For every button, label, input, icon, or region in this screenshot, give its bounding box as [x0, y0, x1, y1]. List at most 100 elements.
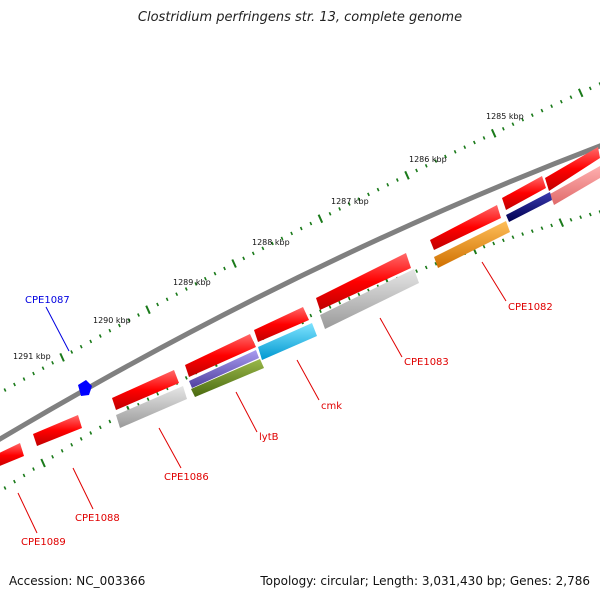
leader-cpe1082	[481, 261, 507, 302]
minor-tick	[347, 296, 351, 301]
minor-tick	[184, 287, 188, 291]
kbp-label-1286: 1286 kbp	[409, 155, 447, 164]
minor-tick	[338, 207, 342, 211]
gene-feature[interactable]	[0, 443, 24, 468]
major-tick	[558, 218, 565, 228]
minor-tick	[540, 108, 544, 113]
gene-label-cpe1082[interactable]: CPE1082	[508, 302, 553, 313]
minor-tick	[492, 241, 496, 246]
label-leaders	[17, 261, 507, 534]
minor-tick	[89, 431, 93, 435]
minor-tick	[472, 140, 476, 145]
minor-tick	[271, 241, 274, 246]
genome-summary-text: Topology: circular; Length: 3,031,430 bp…	[260, 574, 590, 588]
minor-tick	[146, 397, 150, 402]
minor-tick	[559, 99, 563, 104]
minor-tick	[579, 215, 583, 220]
minor-tick	[424, 265, 428, 270]
minor-tick	[319, 309, 322, 314]
minor-tick	[569, 217, 573, 222]
minor-tick	[530, 229, 534, 233]
gene-feature[interactable]	[316, 253, 411, 310]
minor-tick	[521, 232, 525, 236]
minor-tick	[213, 271, 217, 276]
gene-label-cpe1088[interactable]: CPE1088	[75, 513, 120, 524]
minor-tick	[415, 269, 419, 273]
kbp-label-1289: 1289 kbp	[173, 278, 211, 287]
gene-label-cpe1089[interactable]: CPE1089	[21, 537, 66, 548]
minor-tick	[165, 297, 169, 302]
gene-feature[interactable]	[258, 323, 317, 360]
major-tick	[145, 305, 151, 315]
minor-tick	[511, 122, 515, 127]
minor-tick	[70, 442, 74, 447]
gene-label-cpe1086[interactable]: CPE1086	[164, 472, 209, 483]
major-tick	[490, 128, 497, 138]
gene-feature[interactable]	[550, 166, 600, 205]
minor-tick	[51, 454, 55, 459]
minor-tick	[79, 437, 83, 441]
minor-tick	[550, 223, 554, 228]
gene-feature[interactable]	[189, 350, 259, 388]
minor-tick	[156, 302, 160, 307]
kbp-label-1285: 1285 kbp	[486, 112, 524, 121]
major-tick	[577, 88, 584, 98]
major-tick	[317, 214, 324, 224]
kbp-labels: 1285 kbp 1286 kbp 1287 kbp 1288 kbp 1289…	[13, 112, 524, 361]
gene-feature[interactable]	[434, 221, 510, 268]
minor-tick	[395, 178, 399, 182]
gene-feature[interactable]	[112, 370, 179, 410]
gene-feature[interactable]	[33, 415, 82, 446]
minor-tick	[98, 334, 102, 338]
minor-tick	[223, 266, 226, 271]
minor-tick	[251, 251, 255, 256]
minor-tick	[13, 479, 16, 484]
kbp-label-1287: 1287 kbp	[331, 197, 369, 206]
forward-strand-features	[0, 147, 600, 468]
leader-cpe1083	[379, 317, 403, 358]
gene-label-cmk[interactable]: cmk	[321, 401, 342, 412]
minor-tick	[569, 95, 573, 100]
minor-tick	[70, 350, 74, 354]
minor-tick	[357, 197, 361, 202]
kbp-label-1290: 1290 kbp	[93, 316, 131, 325]
minor-tick	[203, 276, 207, 281]
genome-backbone	[0, 143, 600, 442]
minor-tick	[108, 328, 112, 333]
minor-tick	[482, 136, 486, 140]
minor-tick	[290, 231, 294, 236]
gene-feature[interactable]	[430, 205, 501, 250]
gene-feature[interactable]	[116, 386, 187, 428]
minor-tick	[434, 159, 438, 163]
minor-tick	[127, 318, 131, 323]
minor-tick	[511, 235, 515, 240]
minor-tick	[41, 366, 45, 371]
minor-tick	[22, 473, 26, 478]
minor-tick	[588, 212, 592, 217]
gene-feature[interactable]	[502, 176, 546, 210]
gene-feature[interactable]	[506, 192, 552, 222]
cpe1087-marker[interactable]	[78, 380, 92, 396]
gene-label-cpe1083[interactable]: CPE1083	[404, 357, 449, 368]
minor-tick	[280, 236, 284, 241]
gene-feature[interactable]	[191, 359, 264, 397]
minor-tick	[540, 226, 544, 231]
leader-cmk	[296, 359, 320, 401]
gene-label-lytb[interactable]: lytB	[259, 432, 279, 443]
minor-tick	[415, 168, 419, 173]
gene-feature[interactable]	[254, 307, 309, 342]
minor-tick	[434, 261, 438, 266]
minor-tick	[108, 419, 112, 424]
gene-feature[interactable]	[320, 269, 419, 329]
minor-tick	[51, 360, 55, 365]
minor-tick	[194, 282, 198, 286]
annotation-features	[116, 166, 600, 428]
minor-tick	[137, 313, 140, 317]
minor-tick	[367, 192, 370, 197]
leader-cpe1089	[17, 492, 38, 534]
gene-label-cpe1087[interactable]: CPE1087	[25, 295, 70, 306]
major-tick	[231, 259, 237, 268]
gene-feature[interactable]	[545, 147, 600, 191]
gene-feature[interactable]	[185, 334, 256, 377]
